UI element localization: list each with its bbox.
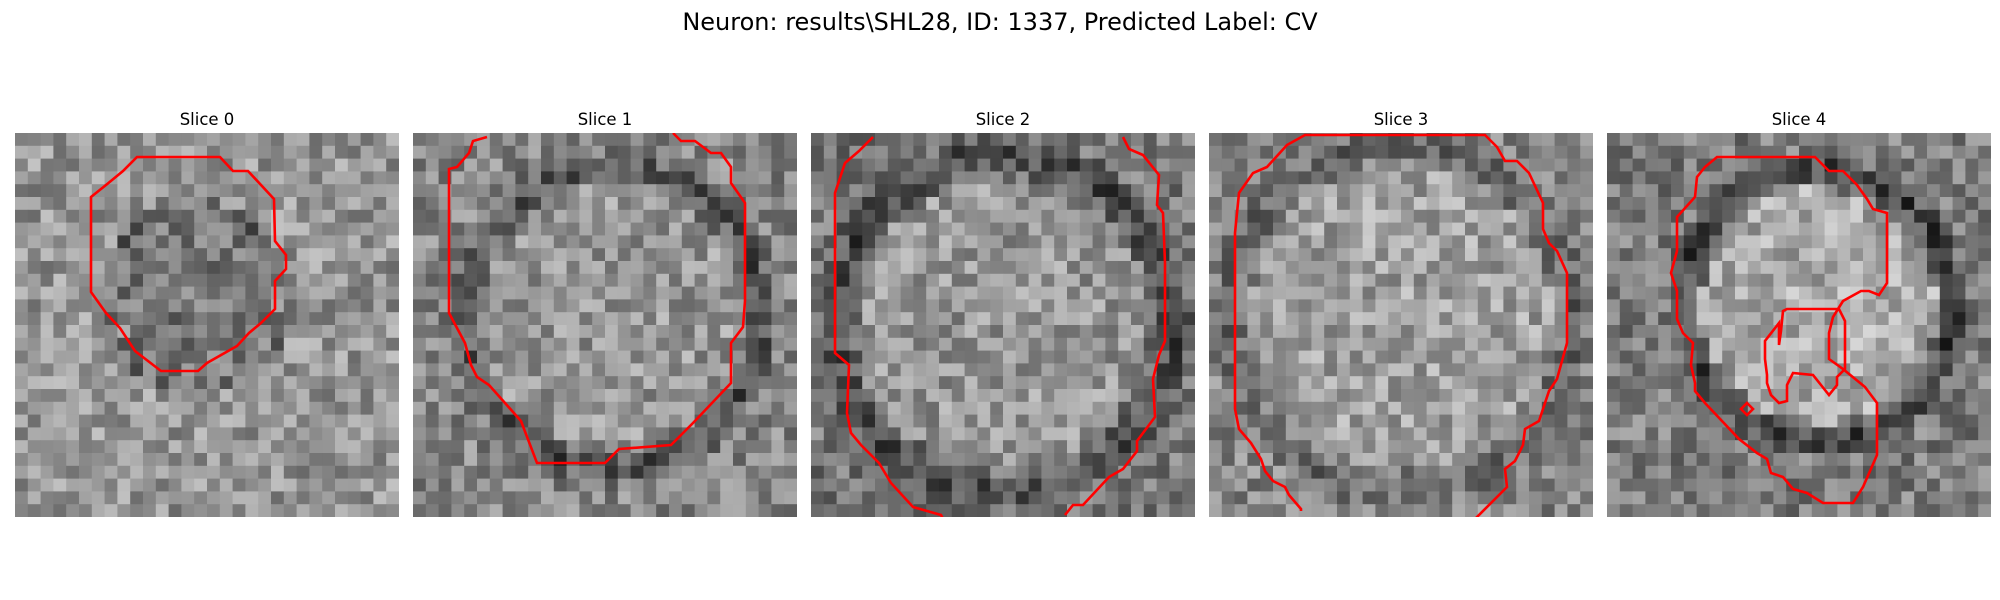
segmentation-contour bbox=[1233, 133, 1569, 517]
pixel-grid bbox=[413, 133, 797, 517]
slice-panel-1: Slice 1 bbox=[413, 110, 797, 520]
pixel-grid bbox=[1209, 133, 1593, 517]
slice-image bbox=[811, 133, 1195, 517]
slice-image bbox=[15, 133, 399, 517]
slice-title: Slice 2 bbox=[975, 110, 1031, 129]
slice-image bbox=[413, 133, 797, 517]
slice-title: Slice 3 bbox=[1373, 110, 1429, 129]
slice-image bbox=[1607, 133, 1991, 517]
pixel-grid bbox=[811, 133, 1195, 517]
segmentation-contour bbox=[1763, 307, 1847, 405]
segmentation-contour bbox=[89, 155, 288, 373]
segmentation-contour bbox=[1669, 155, 1889, 505]
pixel-grid bbox=[1607, 133, 1991, 517]
slice-title: Slice 4 bbox=[1771, 110, 1827, 129]
slice-panel-0: Slice 0 bbox=[15, 110, 399, 520]
slice-title: Slice 0 bbox=[179, 110, 235, 129]
slice-title: Slice 1 bbox=[577, 110, 633, 129]
pixel-grid bbox=[15, 133, 399, 517]
slice-panel-4: Slice 4 bbox=[1607, 110, 1991, 520]
segmentation-contour bbox=[1063, 136, 1167, 516]
figure-title: Neuron: results\SHL28, ID: 1337, Predict… bbox=[682, 8, 1318, 36]
slice-panel-2: Slice 2 bbox=[811, 110, 1195, 520]
segmentation-contour bbox=[447, 133, 747, 465]
segmentation-contour bbox=[833, 136, 944, 517]
slice-panel-3: Slice 3 bbox=[1209, 110, 1593, 520]
slice-image bbox=[1209, 133, 1593, 517]
segmentation-contour bbox=[1739, 401, 1755, 417]
